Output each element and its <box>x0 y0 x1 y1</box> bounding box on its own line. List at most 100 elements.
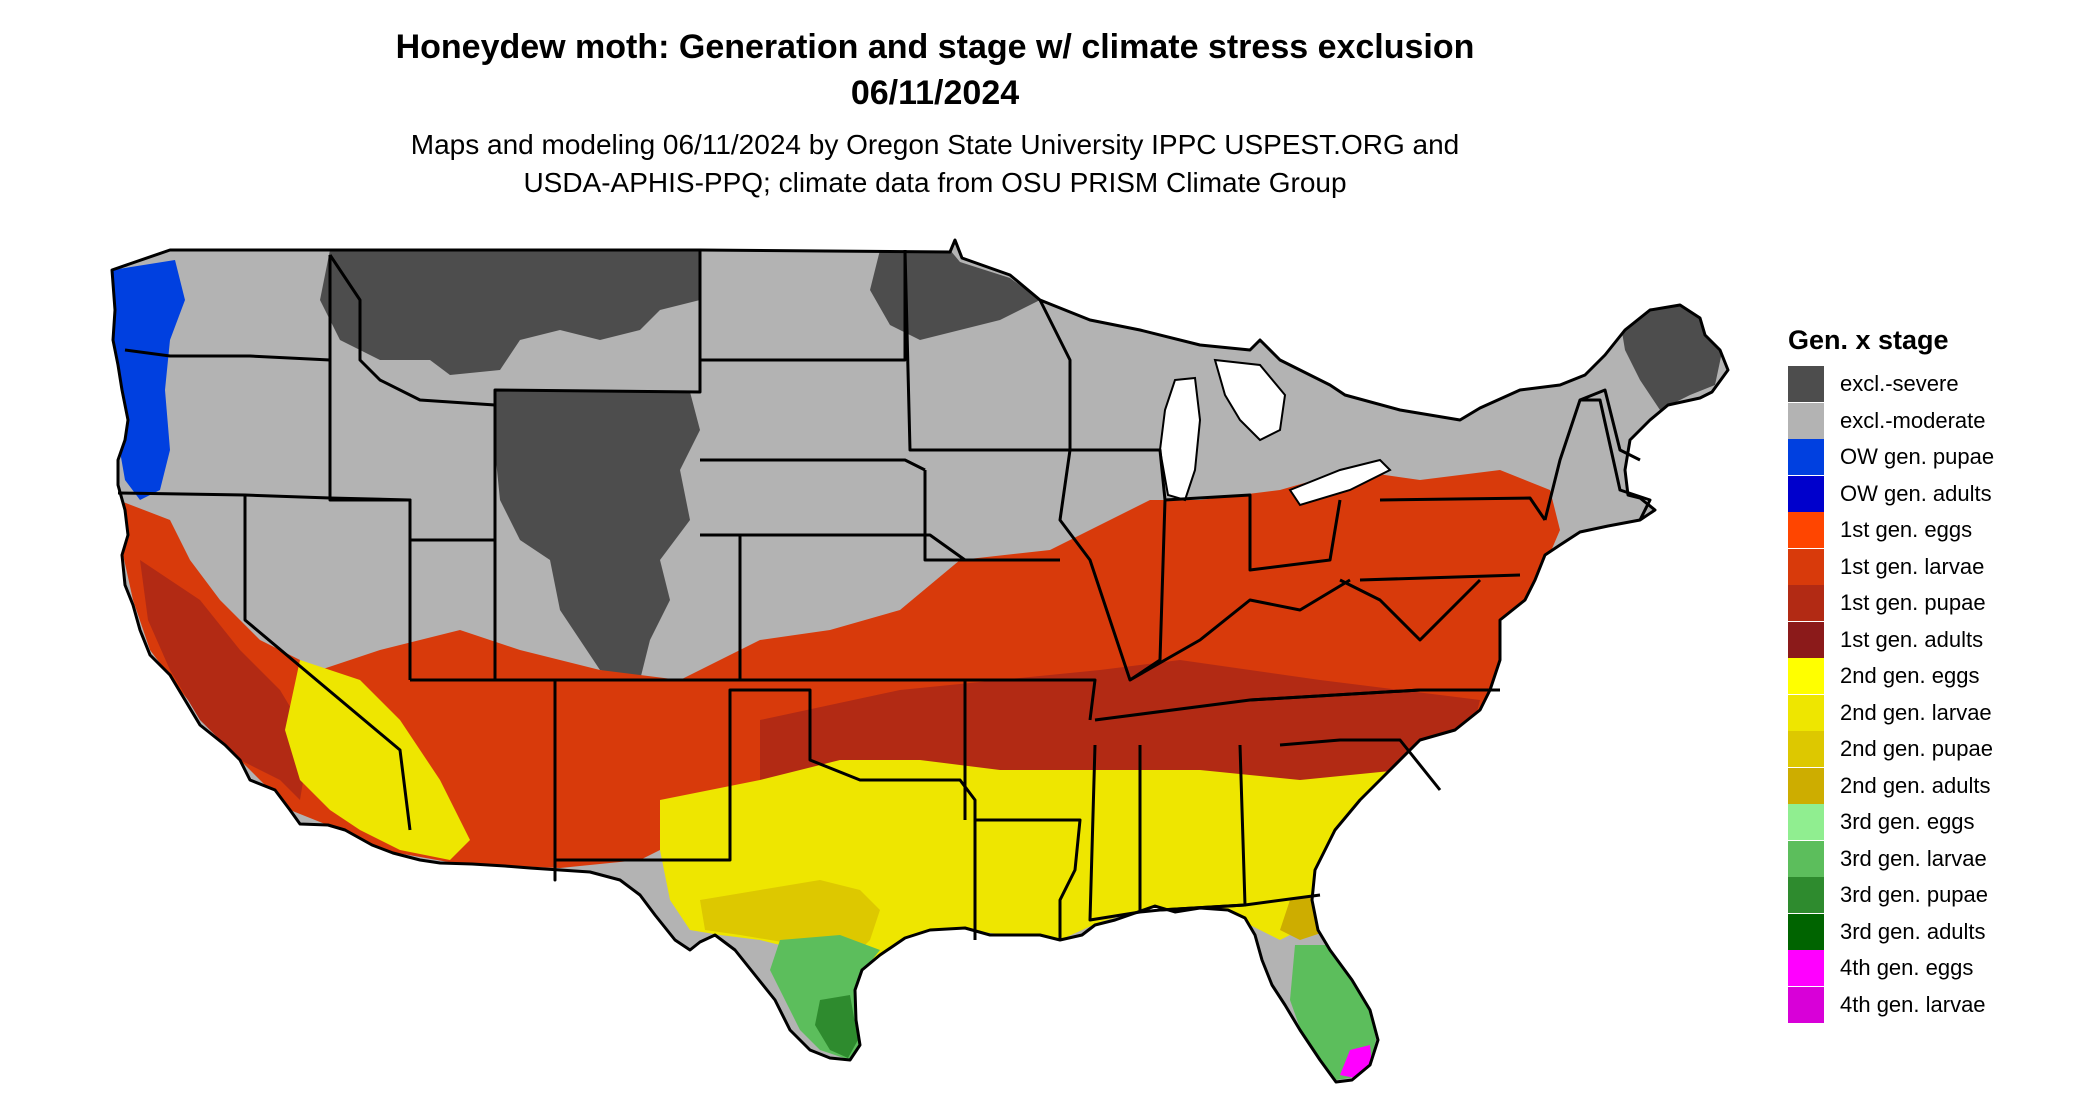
legend-swatch <box>1788 731 1824 768</box>
legend-item: excl.-severe <box>1788 366 1994 403</box>
legend-item: 1st gen. eggs <box>1788 512 1994 549</box>
region-excl-severe-wyoming <box>495 390 700 680</box>
legend-swatch <box>1788 512 1824 549</box>
legend-swatch <box>1788 986 1824 1023</box>
border-ca-nv <box>243 495 412 831</box>
region-1st-gen-pupae-west <box>140 560 310 800</box>
region-3rd-gen-pupae-tx <box>815 995 858 1058</box>
border-ia-mo <box>923 470 1060 562</box>
map-title: Honeydew moth: Generation and stage w/ c… <box>0 24 1870 116</box>
legend-label: 2nd gen. pupae <box>1840 736 1993 762</box>
legend-swatch <box>1788 585 1824 622</box>
lake-huron <box>1213 358 1287 442</box>
map-climate-regions <box>112 240 1728 1082</box>
legend-item: 1st gen. larvae <box>1788 548 1994 586</box>
legend-item: 3rd gen. larvae <box>1788 840 1994 878</box>
legend-label: 3rd gen. larvae <box>1840 845 1987 871</box>
border-il <box>1058 449 1167 682</box>
legend-item: 2nd gen. eggs <box>1788 658 1994 695</box>
legend-items: excl.-severe excl.-moderate OW gen. pupae O… <box>1788 366 1994 1023</box>
legend-label: 3rd gen. adults <box>1840 918 1986 944</box>
legend-swatch <box>1788 658 1824 695</box>
region-ow-pupae <box>112 260 185 500</box>
legend-item: 3rd gen. eggs <box>1788 804 1994 841</box>
us-map <box>110 238 1730 1084</box>
legend-label: 2nd gen. larvae <box>1840 699 1992 725</box>
border-ar-la <box>975 818 1082 940</box>
legend-item: 2nd gen. adults <box>1788 767 1994 805</box>
legend-item: 3rd gen. pupae <box>1788 877 1994 914</box>
legend-item: 1st gen. adults <box>1788 621 1994 659</box>
legend-swatch <box>1788 913 1824 950</box>
great-lakes <box>1158 358 1392 507</box>
legend-item: excl.-moderate <box>1788 402 1994 440</box>
border-ok-tx <box>730 688 977 940</box>
border-sd-ne <box>700 458 926 472</box>
map-title-line1: Honeydew moth: Generation and stage w/ c… <box>395 28 1475 66</box>
legend-label: 3rd gen. pupae <box>1840 882 1989 908</box>
legend-swatch <box>1788 621 1824 658</box>
border-ne-ks <box>740 533 966 562</box>
legend: Gen. x stage excl.-severe excl.-moderate O… <box>1788 325 1994 1023</box>
legend-label: 4th gen. eggs <box>1840 955 1974 981</box>
legend-item: 3rd gen. adults <box>1788 913 1994 951</box>
legend-item: 2nd gen. larvae <box>1788 694 1994 732</box>
legend-item: OW gen. pupae <box>1788 439 1994 476</box>
legend-swatch <box>1788 439 1824 476</box>
legend-swatch <box>1788 767 1824 804</box>
legend-swatch <box>1788 548 1824 585</box>
legend-swatch <box>1788 475 1824 512</box>
legend-item: 1st gen. pupae <box>1788 585 1994 622</box>
border-wv-va <box>1339 578 1482 642</box>
legend-swatch <box>1788 804 1824 841</box>
legend-title: Gen. x stage <box>1788 325 1949 355</box>
region-excl-severe-mn <box>870 250 1040 340</box>
legend-label: 1st gen. larvae <box>1840 553 1985 579</box>
border-new-england <box>1543 398 1652 521</box>
border-in-oh <box>1164 493 1342 572</box>
legend-label: 2nd gen. adults <box>1840 772 1991 798</box>
legend-label: OW gen. pupae <box>1840 444 1995 470</box>
lake-erie <box>1288 458 1392 507</box>
legend-label: 4th gen. larvae <box>1840 991 1986 1017</box>
border-wa-or <box>124 255 332 362</box>
legend-label: 1st gen. adults <box>1840 626 1984 652</box>
border-pa-md <box>1359 573 1521 582</box>
border-ky <box>1129 578 1351 682</box>
legend-item: 4th gen. eggs <box>1788 950 1994 987</box>
border-vt-nh <box>1579 388 1641 462</box>
legend-label: excl.-moderate <box>1840 407 1986 433</box>
legend-label: OW gen. adults <box>1840 480 1992 506</box>
legend-item: 2nd gen. pupae <box>1788 731 1994 768</box>
legend-swatch <box>1788 366 1824 403</box>
border-va-nc <box>1249 688 1500 702</box>
legend-swatch <box>1788 402 1824 439</box>
border-pa-ny <box>1379 496 1547 521</box>
legend-swatch <box>1788 950 1824 987</box>
map-subtitle-line1: Maps and modeling 06/11/2024 by Oregon S… <box>410 129 1460 160</box>
border-id-wy-ut <box>328 250 702 542</box>
region-excl-severe-north <box>320 250 700 375</box>
legend-label: 1st gen. pupae <box>1840 590 1986 616</box>
legend-swatch <box>1788 694 1824 731</box>
legend-label: 1st gen. eggs <box>1840 517 1973 543</box>
map-title-date: 06/11/2024 <box>850 74 1020 112</box>
border-ga-fl <box>1159 893 1321 912</box>
legend-item: 4th gen. larvae <box>1788 986 1994 1024</box>
legend-swatch <box>1788 877 1824 914</box>
border-nc-sc <box>1279 738 1442 791</box>
border-id-mt <box>328 254 496 407</box>
legend-swatch <box>1788 840 1824 877</box>
region-2nd-gen-west <box>285 660 470 860</box>
border-ms-al <box>1088 744 1141 922</box>
border-mn-ia <box>903 249 1070 452</box>
legend-label: excl.-severe <box>1840 371 1959 397</box>
border-mo-ar <box>965 678 1097 721</box>
map-subtitle: Maps and modeling 06/11/2024 by Oregon S… <box>0 126 1870 202</box>
region-excl-severe-northeast <box>1620 305 1722 410</box>
map-subtitle-line2: USDA-APHIS-PPQ; climate data from OSU PR… <box>523 167 1347 198</box>
legend-label: 2nd gen. eggs <box>1840 663 1980 689</box>
legend-label: 3rd gen. eggs <box>1840 809 1975 835</box>
state-borders <box>110 238 1730 1084</box>
legend-item: OW gen. adults <box>1788 475 1994 513</box>
